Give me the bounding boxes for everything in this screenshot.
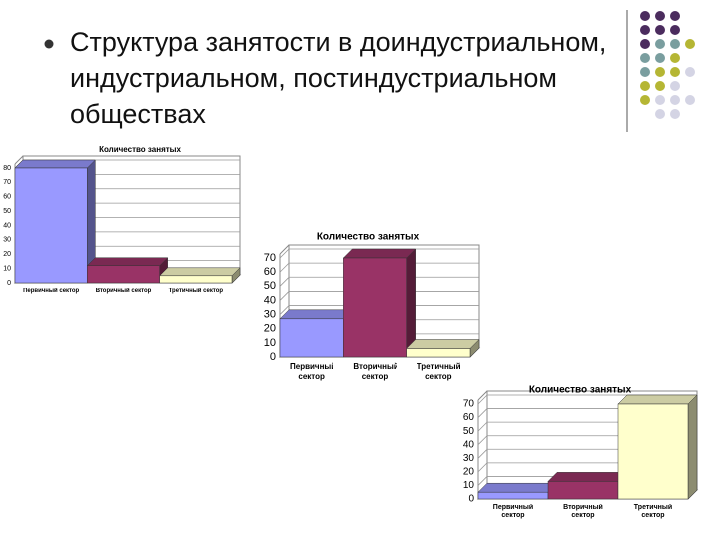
y-tick-label: 30 <box>3 237 11 244</box>
bar-top <box>342 248 417 259</box>
y-tick-label: 0 <box>7 280 11 287</box>
bullet <box>44 39 54 49</box>
y-tick-label: 60 <box>463 412 475 423</box>
chart-title: Количество занятых <box>317 232 420 243</box>
chart-title: Количество занятых <box>99 145 181 154</box>
x-tick-label: Первичный сектор <box>492 504 534 520</box>
x-tick-label-box: Первичный сектор <box>23 288 80 294</box>
chart: 0 10 20 30 40 50 60 70 Количество занятых Первичн… <box>463 385 699 520</box>
chart: 0 10 20 30 40 50 60 70 80 Количество занятых Перви… <box>3 145 242 294</box>
bar <box>279 318 344 358</box>
x-tick-label: Вторичный сектор <box>563 504 603 520</box>
x-tick-label-box: Вторичный сектор <box>353 362 397 381</box>
x-tick-label: Вторичный сектор <box>95 288 152 294</box>
bar <box>406 348 471 358</box>
bar-side <box>687 394 698 500</box>
bar-top <box>159 267 241 277</box>
x-tick-label: Вторичный сектор <box>353 362 397 381</box>
y-tick-label: 10 <box>3 265 11 272</box>
y-tick-label: 0 <box>270 351 276 363</box>
bar-top <box>14 159 96 169</box>
y-tick-label: 70 <box>3 179 11 186</box>
y-tick-label: 50 <box>3 208 11 215</box>
y-tick-label: 30 <box>463 453 475 464</box>
y-tick-label: 10 <box>264 337 276 349</box>
bar <box>343 257 407 358</box>
decor-dots <box>640 11 695 119</box>
y-tick-label: 20 <box>3 251 11 258</box>
x-tick-label-box: Вторичный сектор <box>95 288 152 294</box>
y-tick-label: 20 <box>463 466 475 477</box>
plot-left-wall <box>14 155 24 165</box>
bar-top <box>617 394 698 405</box>
x-tick-label: Первичный сектор <box>23 288 80 294</box>
bar <box>87 265 160 284</box>
y-tick-label: 40 <box>3 222 11 229</box>
y-tick-label: 70 <box>264 252 276 264</box>
y-tick-label: 30 <box>264 308 276 320</box>
x-tick-label: Первичный сектор <box>290 362 334 381</box>
x-tick-label-box: Вторичный сектор <box>563 504 603 520</box>
x-tick-label-box: Третичный сектор <box>168 288 224 294</box>
x-tick-label-box: Первичный сектор <box>290 362 334 381</box>
x-tick-label: Третичный сектор <box>168 288 224 294</box>
bar <box>14 167 88 284</box>
x-tick-label: Третичный сектор <box>416 362 460 381</box>
bar-top <box>86 257 169 266</box>
x-tick-label-box: Третичный сектор <box>633 504 673 520</box>
y-tick-label: 60 <box>3 194 11 201</box>
y-tick-label: 50 <box>264 280 276 292</box>
y-tick-label: 10 <box>463 480 475 491</box>
bar <box>477 491 549 500</box>
x-tick-label-box: Третичный сектор <box>416 362 460 381</box>
bar-top <box>406 339 480 349</box>
y-tick-label: 80 <box>3 165 11 172</box>
y-tick-label: 70 <box>463 399 475 410</box>
chart: 0 10 20 30 40 50 60 70 Количество занятых Первичн… <box>264 232 481 381</box>
plot-left-wall <box>477 390 488 401</box>
y-tick-label: 60 <box>264 266 276 278</box>
y-tick-label: 0 <box>468 494 474 505</box>
y-tick-label: 40 <box>463 439 475 450</box>
plot-left-wall <box>279 244 290 255</box>
bar-top <box>279 309 353 320</box>
bar-top <box>477 482 558 493</box>
bar <box>617 403 689 500</box>
x-tick-label-box: Первичный сектор <box>492 504 534 520</box>
x-tick-label: Третичный сектор <box>633 504 673 520</box>
y-tick-label: 20 <box>264 323 276 335</box>
chart-title: Количество занятых <box>529 385 632 396</box>
bar <box>547 481 619 500</box>
y-tick-label: 40 <box>264 294 276 306</box>
y-tick-label: 50 <box>463 426 475 437</box>
bar-top <box>547 472 628 482</box>
slide-title: Структура занятости в доиндустриальном, … <box>70 27 607 129</box>
bar <box>159 275 233 284</box>
